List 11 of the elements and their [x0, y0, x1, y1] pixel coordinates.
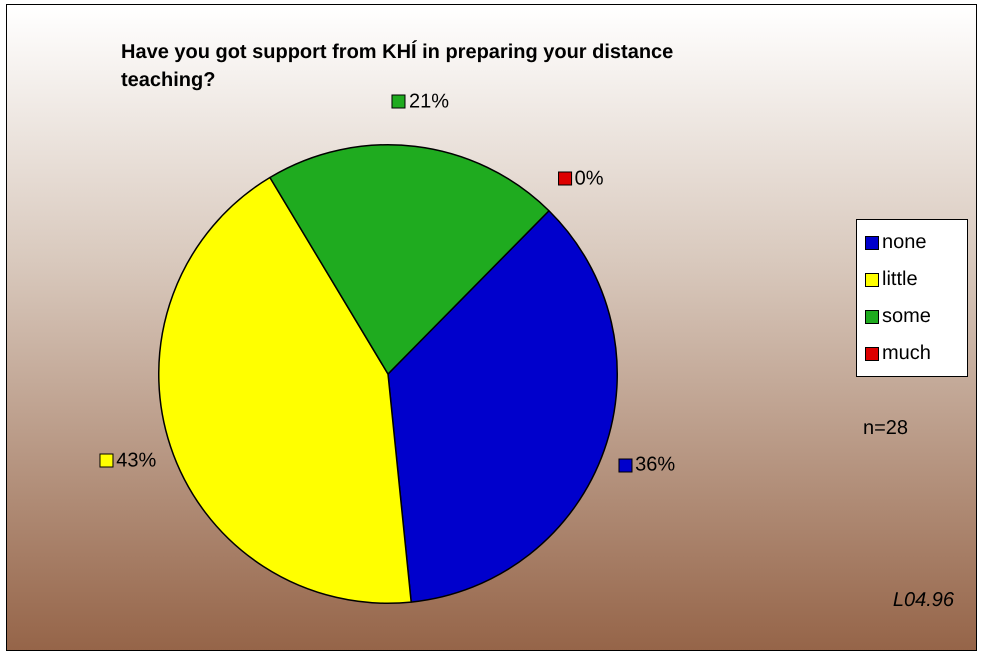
- legend-label: none: [882, 231, 926, 254]
- text: L04.96: [892, 589, 954, 612]
- data-label: 43%: [116, 449, 156, 472]
- legend-label: little: [882, 268, 918, 291]
- data-label: 21%: [408, 90, 449, 114]
- text: 0%: [574, 167, 604, 190]
- chart-title: Have you got support from KHÍ in preparing your distance teaching?: [121, 41, 674, 91]
- data-label: 36%: [635, 454, 676, 477]
- legend-label: much: [882, 342, 931, 365]
- text: n=28: [863, 417, 908, 440]
- legend-label: some: [882, 305, 931, 328]
